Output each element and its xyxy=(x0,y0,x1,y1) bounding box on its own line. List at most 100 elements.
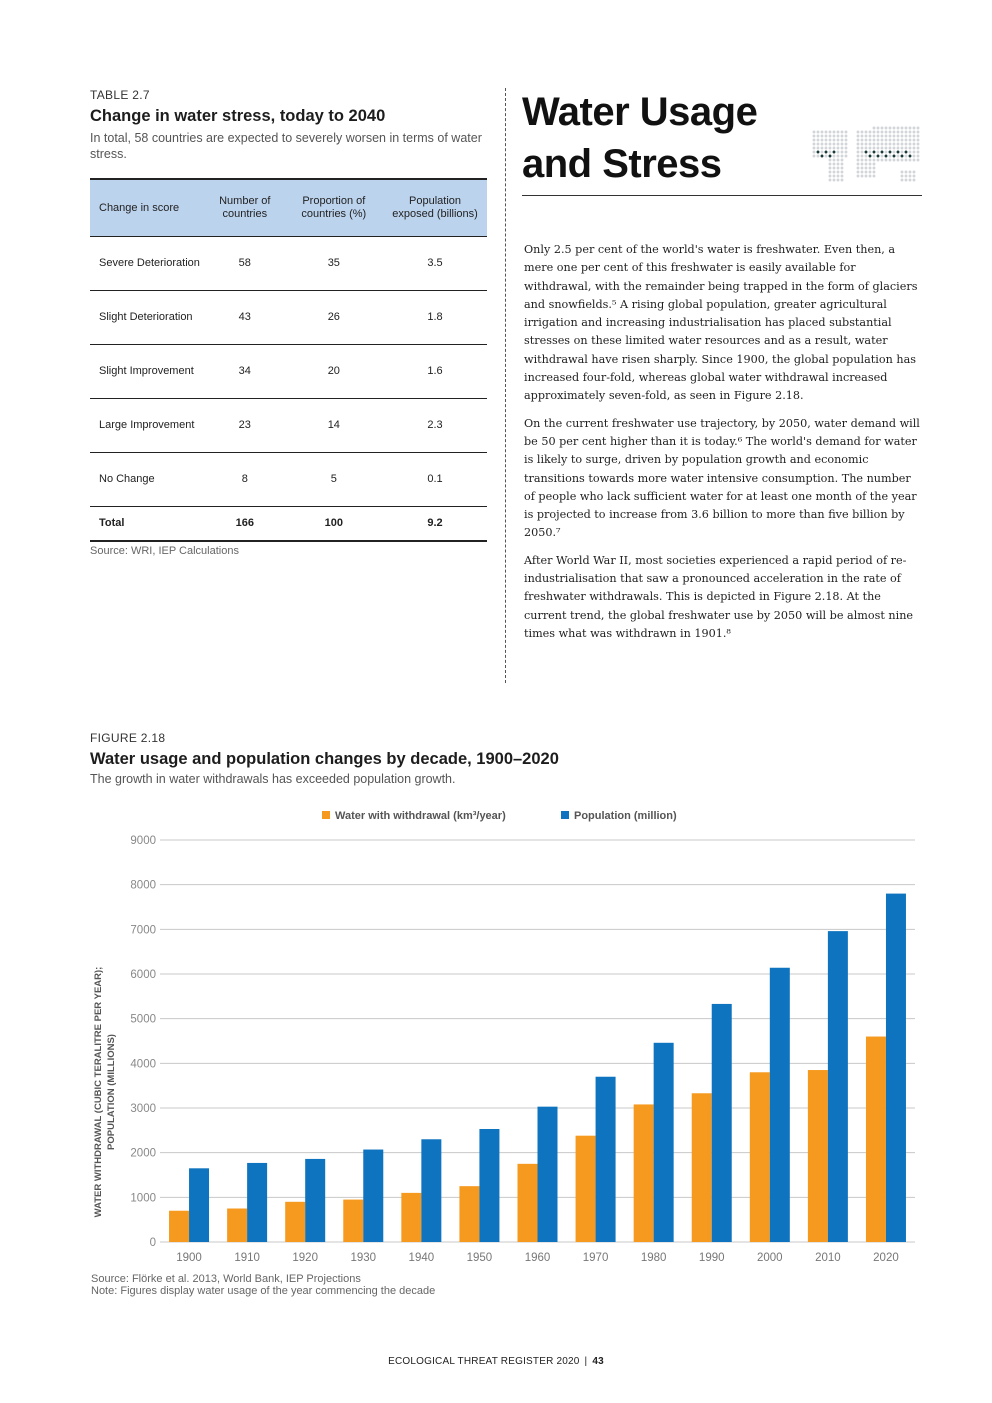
map-dot xyxy=(828,154,832,158)
map-dot xyxy=(916,138,920,142)
cell-countries: 34 xyxy=(205,344,285,399)
map-dot xyxy=(844,134,848,138)
map-dot xyxy=(836,158,840,162)
map-dot xyxy=(892,142,896,146)
map-dot xyxy=(876,146,880,150)
map-dot xyxy=(884,138,888,142)
bar xyxy=(653,1042,674,1242)
map-dot xyxy=(828,146,832,150)
bar xyxy=(459,1186,480,1242)
map-dot xyxy=(840,158,844,162)
map-dot xyxy=(840,150,844,154)
map-dot xyxy=(896,130,900,134)
bar xyxy=(363,1149,384,1242)
map-dot xyxy=(856,134,860,138)
map-dot xyxy=(884,146,888,150)
map-dot xyxy=(832,162,836,166)
bar xyxy=(537,1106,558,1242)
map-dot xyxy=(900,170,904,174)
map-dot xyxy=(904,142,908,146)
map-dot xyxy=(908,154,912,158)
map-dot xyxy=(860,134,864,138)
footer-separator: | xyxy=(584,1356,588,1367)
bar xyxy=(189,1168,210,1242)
map-dot xyxy=(816,146,820,150)
map-dot xyxy=(884,126,888,130)
map-dot xyxy=(864,158,868,162)
x-tick-label: 1980 xyxy=(641,1252,667,1264)
map-dot xyxy=(872,170,876,174)
legend-swatch xyxy=(561,811,569,819)
map-dot xyxy=(900,150,904,154)
y-tick-label: 0 xyxy=(150,1237,156,1249)
paragraph: After World War II, most societies exper… xyxy=(524,553,914,640)
map-dot xyxy=(864,174,868,178)
map-dot xyxy=(864,142,868,146)
map-dot xyxy=(860,130,864,134)
map-dot xyxy=(856,158,860,162)
map-dot xyxy=(912,138,916,142)
map-dot xyxy=(828,166,832,170)
map-dot xyxy=(900,174,904,178)
figure-subtitle: The growth in water withdrawals has exce… xyxy=(90,772,456,786)
map-dot xyxy=(900,130,904,134)
header-population-exposed: Population exposed (billions) xyxy=(383,178,487,237)
x-tick-label: 1910 xyxy=(234,1252,260,1264)
map-dot xyxy=(908,126,912,130)
x-tick-label: 2000 xyxy=(757,1252,783,1264)
headline-rule xyxy=(522,195,922,196)
cell-countries: 58 xyxy=(205,236,285,291)
legend-label: Population (million) xyxy=(574,810,677,822)
map-dot xyxy=(884,154,888,158)
y-tick-label: 4000 xyxy=(130,1058,156,1070)
map-dot xyxy=(820,154,824,158)
map-dot xyxy=(840,178,844,182)
map-dot xyxy=(844,142,848,146)
row-label: Slight Improvement xyxy=(90,344,205,399)
map-dot xyxy=(840,130,844,134)
map-dot xyxy=(824,150,828,154)
map-dot xyxy=(908,174,912,178)
bar xyxy=(343,1199,364,1242)
map-dot xyxy=(868,130,872,134)
row-label: No Change xyxy=(90,452,205,507)
cell-proportion: 5 xyxy=(284,452,384,507)
map-dot xyxy=(824,134,828,138)
map-dot xyxy=(884,134,888,138)
bar xyxy=(885,893,906,1242)
map-dot xyxy=(816,154,820,158)
map-dot xyxy=(916,130,920,134)
paragraph: On the current freshwater use trajectory… xyxy=(524,416,920,540)
map-dot xyxy=(912,150,916,154)
total-countries: 166 xyxy=(205,506,285,542)
map-dot xyxy=(836,162,840,166)
map-dot xyxy=(820,138,824,142)
row-label: Slight Deterioration xyxy=(90,290,205,345)
map-dot xyxy=(872,142,876,146)
map-dot xyxy=(912,134,916,138)
map-dot xyxy=(812,138,816,142)
map-dot xyxy=(832,142,836,146)
map-dot xyxy=(868,174,872,178)
map-dot xyxy=(900,126,904,130)
cell-population: 1.6 xyxy=(383,344,487,399)
bar xyxy=(305,1158,326,1242)
map-dot xyxy=(864,146,868,150)
map-dot xyxy=(904,170,908,174)
header-proportion: Proportion of countries (%) xyxy=(284,178,384,237)
y-axis-label: WATER WITHDRAWAL (CUBIC TERALITRE PER YE… xyxy=(93,967,104,1218)
table-header-row: Change in score Number of countries Prop… xyxy=(90,178,487,237)
bar xyxy=(285,1201,306,1242)
map-dot xyxy=(904,178,908,182)
map-dot xyxy=(896,146,900,150)
map-dot xyxy=(896,134,900,138)
map-dot xyxy=(824,130,828,134)
map-dot xyxy=(872,134,876,138)
map-dot xyxy=(840,162,844,166)
map-dot xyxy=(868,158,872,162)
note-line: Note: Figures display water usage of the… xyxy=(91,1285,436,1297)
x-tick-label: 1900 xyxy=(176,1252,202,1264)
y-tick-label: 6000 xyxy=(130,969,156,981)
map-dot xyxy=(880,126,884,130)
y-tick-label: 9000 xyxy=(130,835,156,847)
